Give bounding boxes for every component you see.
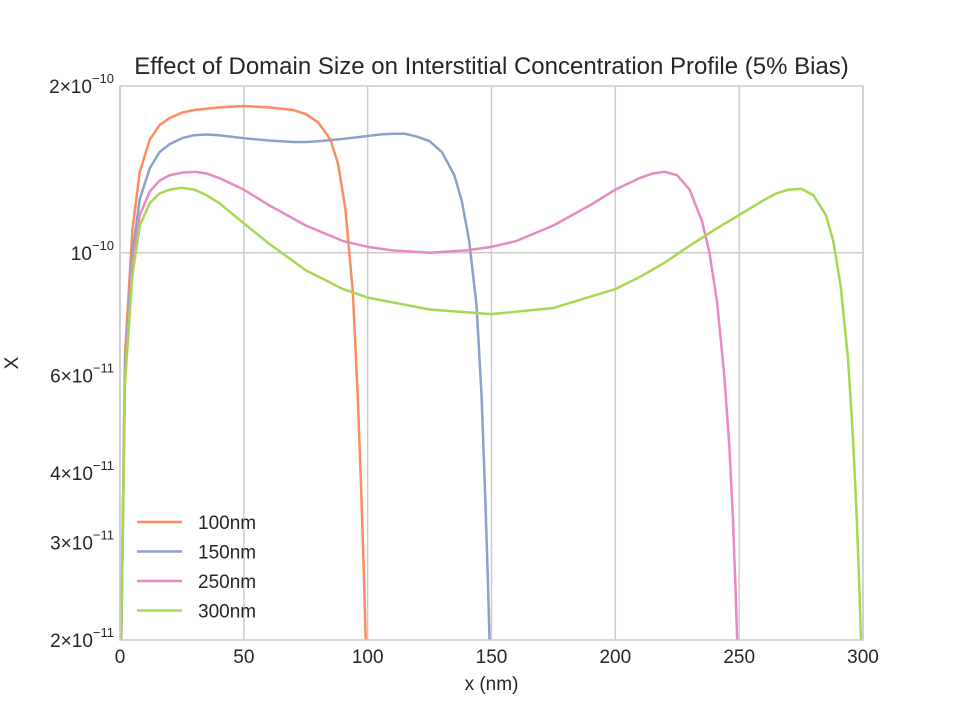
x-tick-label: 200	[599, 647, 631, 668]
y-tick-label: 10−10	[71, 238, 114, 265]
series-line-300nm	[120, 186, 863, 640]
y-tick-label: 2×10−10	[49, 71, 114, 98]
plot-frame	[119, 85, 864, 641]
x-tick-label: 50	[233, 647, 254, 668]
x-tick-label: 150	[476, 647, 508, 668]
y-tick-labels: 2×10−11 3×10−11 4×10−11 6×10−11 10−10 2×10−10	[49, 71, 114, 652]
x-tick-label: 100	[352, 647, 384, 668]
legend: 100nm 150nm 250nm 300nm	[137, 513, 256, 623]
chart-title: Effect of Domain Size on Interstitial Co…	[134, 53, 849, 80]
legend-label-150nm: 150nm	[198, 543, 256, 564]
series-line-150nm	[120, 132, 491, 640]
series-lines	[120, 104, 863, 640]
y-tick-label: 2×10−11	[50, 625, 114, 652]
y-tick-label: 3×10−11	[50, 527, 114, 554]
y-axis-label: X	[2, 356, 23, 369]
legend-label-100nm: 100nm	[198, 513, 256, 534]
x-tick-label: 250	[723, 647, 755, 668]
y-tick-label: 4×10−11	[50, 458, 114, 485]
x-tick-label: 300	[847, 647, 879, 668]
legend-label-300nm: 300nm	[198, 602, 256, 623]
legend-label-250nm: 250nm	[198, 572, 256, 593]
x-axis-label: x (nm)	[465, 674, 519, 695]
x-tick-label: 0	[115, 647, 126, 668]
series-line-100nm	[120, 104, 367, 640]
series-line-250nm	[120, 170, 739, 640]
y-tick-label: 6×10−11	[50, 361, 114, 388]
x-tick-labels: 0 50 100 150 200 250 300	[115, 647, 879, 668]
